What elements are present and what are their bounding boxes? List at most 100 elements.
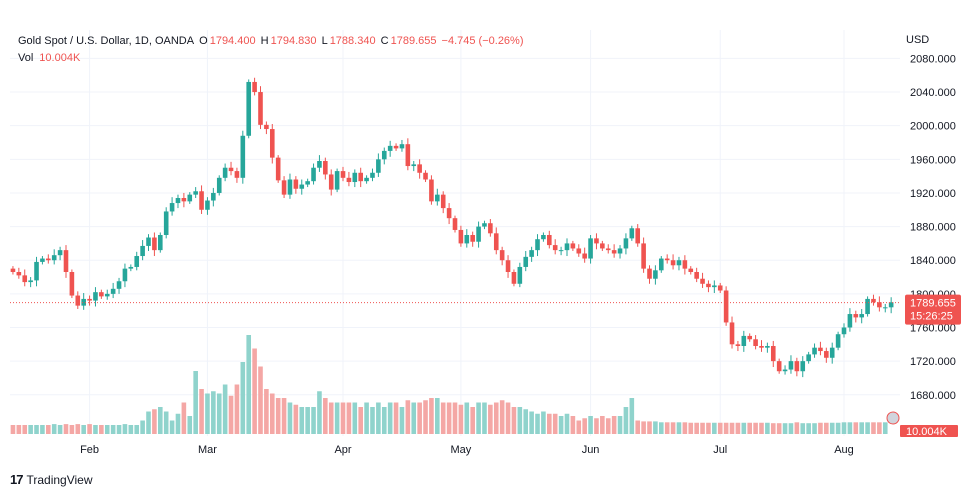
- volume-bar: [364, 402, 369, 434]
- volume-bar: [470, 407, 475, 434]
- candle-body: [440, 194, 446, 209]
- candle-body: [411, 164, 417, 167]
- candle-body: [187, 194, 193, 202]
- candle-body: [393, 145, 399, 149]
- candle-body: [128, 266, 134, 269]
- candle-body: [358, 172, 363, 182]
- candle-body: [882, 307, 888, 309]
- currency-label[interactable]: USD: [906, 34, 930, 46]
- price-tick-label: 1960.000: [910, 154, 956, 166]
- volume-legend: Vol 10.004K: [18, 52, 80, 64]
- volume-bar: [440, 402, 446, 434]
- candle-body: [352, 172, 358, 183]
- candle-body: [676, 260, 682, 266]
- volume-bar: [387, 402, 393, 434]
- price-tick-label: 1720.000: [910, 356, 956, 368]
- candle-body: [653, 270, 658, 279]
- candle-body: [871, 298, 876, 303]
- candle-body: [482, 223, 487, 227]
- candle-body: [28, 280, 33, 283]
- candle-body: [588, 238, 593, 259]
- candle-body: [34, 261, 39, 281]
- time-tick-label: Apr: [334, 444, 351, 456]
- volume-bar: [122, 424, 128, 434]
- volume-bar: [211, 391, 216, 434]
- candle-body: [104, 293, 110, 297]
- candle-body: [211, 192, 216, 201]
- candle-body: [529, 250, 534, 257]
- tradingview-brand[interactable]: 17 TradingView: [10, 472, 93, 487]
- volume-bar: [594, 418, 599, 434]
- volume-label[interactable]: Vol: [18, 52, 34, 64]
- candle-body: [688, 268, 694, 272]
- candle-body: [735, 344, 741, 346]
- volume-bar: [99, 425, 104, 434]
- candle-body: [452, 218, 458, 230]
- volume-bar: [670, 422, 676, 434]
- candle-body: [547, 235, 552, 246]
- volume-bar: [317, 391, 322, 434]
- candle-body: [110, 288, 116, 294]
- volume-bar: [328, 402, 334, 434]
- candle-body: [865, 298, 870, 315]
- volume-bar: [488, 404, 493, 434]
- candle-body: [46, 258, 51, 261]
- volume-bar: [81, 425, 86, 434]
- candle-body: [93, 292, 98, 301]
- candle-body: [700, 278, 705, 284]
- candle-body: [664, 258, 670, 261]
- candle-body: [163, 211, 169, 235]
- chart-grid: [10, 30, 900, 436]
- candle-body: [706, 283, 711, 288]
- volume-bar: [835, 422, 841, 434]
- time-tick-label: Jun: [582, 444, 600, 456]
- candle-body: [205, 200, 210, 210]
- volume-bar: [824, 422, 829, 434]
- candle-body: [717, 285, 723, 291]
- candle-body: [40, 258, 45, 262]
- candle-body: [340, 171, 346, 178]
- candle-body: [794, 361, 800, 372]
- candle-body: [370, 172, 375, 178]
- volume-bar: [511, 407, 517, 434]
- volume-bar: [464, 402, 470, 434]
- candle-body: [605, 248, 611, 251]
- volume-bar: [134, 425, 140, 434]
- candle-body: [152, 237, 157, 251]
- candle-body: [264, 124, 269, 130]
- high-value: 1794.830: [270, 35, 317, 47]
- price-badge: [905, 294, 961, 325]
- volume-bar: [46, 425, 51, 434]
- volume-bar: [376, 402, 381, 434]
- candle-body: [859, 314, 864, 318]
- volume-bar: [169, 420, 175, 434]
- volume-badge-value: 10.004K: [906, 426, 948, 438]
- candle-body: [323, 161, 328, 175]
- volume-bar: [717, 422, 723, 434]
- volume-bar: [163, 411, 169, 434]
- candle-body: [317, 161, 322, 168]
- candle-body: [535, 239, 540, 251]
- volume-bar: [146, 411, 151, 434]
- candle-body: [723, 290, 729, 323]
- candle-body: [729, 322, 735, 345]
- candle-body: [293, 179, 299, 189]
- candle-body: [623, 238, 629, 249]
- volume-bar: [517, 407, 523, 434]
- candle-body: [399, 144, 405, 149]
- volume-bar: [664, 422, 670, 434]
- volume-bar: [116, 425, 122, 434]
- candle-body: [818, 347, 823, 352]
- tradingview-logo-icon: 17: [10, 472, 24, 487]
- volume-bar: [641, 421, 646, 434]
- candle-body: [564, 243, 570, 251]
- time-axis: Feb Mar Apr May Jun Jul Aug: [80, 444, 854, 456]
- symbol-label[interactable]: Gold Spot / U.S. Dollar, 1D, OANDA: [18, 35, 195, 47]
- volume-bar: [181, 402, 187, 434]
- time-tick-label: Mar: [198, 444, 217, 456]
- price-tick-label: 2040.000: [910, 87, 956, 99]
- volume-bar: [617, 416, 623, 434]
- volume-bar: [700, 422, 705, 434]
- volume-bars: [10, 335, 888, 434]
